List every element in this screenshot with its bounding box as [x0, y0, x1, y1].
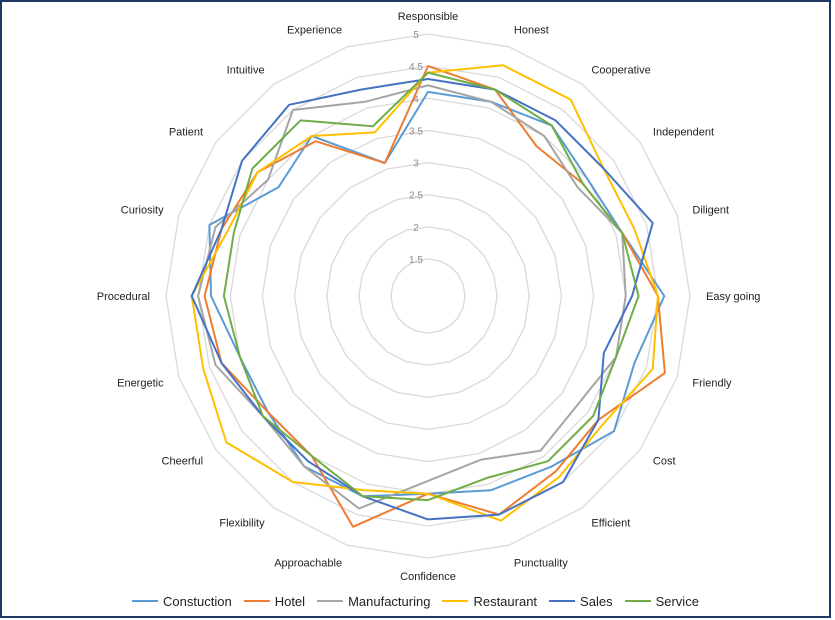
- grid-ring: [293, 161, 563, 431]
- legend-label: Service: [655, 593, 699, 609]
- tick-label: 2.5: [409, 191, 423, 202]
- tick-label: 4.5: [409, 62, 423, 73]
- grid-ring: [197, 65, 659, 527]
- category-label: Responsible: [398, 11, 459, 23]
- legend-swatch: [549, 600, 576, 602]
- category-label: Confidence: [400, 571, 456, 583]
- legend-item: Service: [624, 593, 699, 609]
- category-label: Cost: [653, 456, 676, 468]
- category-label: Energetic: [117, 378, 164, 390]
- radar-grid: [165, 33, 691, 559]
- legend-label: Restaurant: [473, 593, 538, 609]
- category-label: Cheerful: [162, 456, 204, 468]
- legend-swatch: [132, 600, 159, 602]
- legend-label: Sales: [580, 593, 613, 609]
- tick-label: 1.5: [409, 255, 423, 266]
- grid-ring: [261, 129, 595, 463]
- legend-label: Manufacturing: [348, 593, 431, 609]
- tick-label: 4: [413, 94, 419, 105]
- category-label: Punctuality: [514, 557, 568, 569]
- category-label: Experience: [287, 25, 342, 37]
- legend-item: Manufacturing: [317, 594, 430, 609]
- category-label: Patient: [169, 126, 203, 138]
- category-label: Friendly: [692, 378, 732, 390]
- category-label: Procedural: [97, 291, 150, 303]
- category-label: Efficient: [591, 518, 630, 530]
- legend-item: Sales: [549, 594, 613, 609]
- category-label: Flexibility: [219, 518, 265, 530]
- series-line-restaurant: [190, 64, 659, 522]
- series-line-sales: [190, 78, 654, 521]
- radar-chart: 1.5 2 2.5 3 3.5 4 4.5 5 Responsible Honest Cooper…: [97, 11, 761, 583]
- category-label: Intuitive: [227, 65, 265, 77]
- legend: Constuction Hotel Manufacturing Restaurant S…: [0, 590, 831, 609]
- category-label: Easy going: [706, 291, 760, 303]
- tick-label: 2: [413, 223, 419, 234]
- category-label: Approachable: [274, 557, 342, 569]
- legend-item: Constuction: [132, 594, 232, 609]
- grid-ring: [326, 194, 530, 398]
- series-lines: [190, 64, 666, 528]
- legend-item: Restaurant: [442, 594, 537, 609]
- tick-label: 3: [413, 159, 419, 170]
- grid-ring: [390, 258, 466, 334]
- grid-ring: [165, 33, 691, 559]
- series-line-manufacturing: [197, 84, 627, 510]
- legend-swatch: [442, 600, 469, 602]
- series-line-service: [222, 71, 640, 502]
- legend-item: Hotel: [243, 593, 306, 609]
- legend-swatch: [243, 600, 270, 602]
- legend-swatch: [624, 600, 651, 602]
- legend-swatch: [317, 600, 344, 602]
- category-labels: Responsible Honest Cooperative Independent D…: [97, 11, 761, 583]
- legend-label: Hotel: [274, 593, 306, 609]
- series-line-hotel: [203, 65, 666, 528]
- tick-label: 5: [413, 30, 419, 41]
- category-label: Honest: [514, 25, 549, 37]
- radial-tick-labels: 1.5 2 2.5 3 3.5 4 4.5 5: [409, 30, 423, 266]
- grid-ring: [358, 226, 498, 366]
- category-label: Cooperative: [591, 65, 650, 77]
- category-label: Independent: [653, 126, 714, 138]
- tick-label: 3.5: [409, 126, 423, 137]
- category-label: Diligent: [692, 205, 729, 217]
- category-label: Curiosity: [121, 205, 164, 217]
- legend-label: Constuction: [163, 593, 232, 609]
